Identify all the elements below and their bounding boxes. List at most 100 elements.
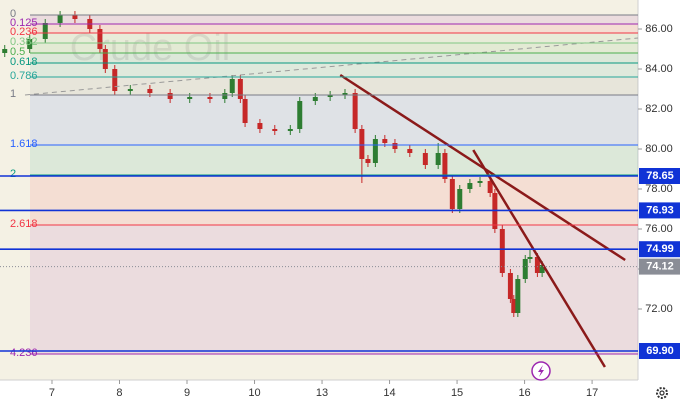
x-tick-label: 8: [116, 387, 122, 399]
y-tick-label: 80.00: [645, 143, 673, 155]
y-tick-label: 72.00: [645, 303, 673, 315]
last-price-box: [639, 258, 680, 275]
x-tick-label: 9: [184, 387, 190, 399]
fib-label: 0.786: [10, 70, 38, 82]
fib-label: 0.618: [10, 56, 38, 68]
fib-band: [30, 77, 638, 95]
candle-body: [435, 153, 441, 165]
candle-body: [467, 183, 473, 189]
price-label: 76.93: [646, 204, 674, 216]
candle-body: [539, 265, 545, 273]
price-label: 69.90: [646, 345, 674, 357]
candle-body: [42, 23, 48, 39]
price-label-box: [639, 168, 680, 184]
candle-body: [2, 49, 8, 53]
candle-body: [102, 49, 108, 69]
x-tick-label: 10: [248, 387, 260, 399]
candle-body: [449, 179, 455, 209]
price-label-box: [639, 202, 680, 219]
price-label-box: [639, 343, 680, 359]
y-tick-label: 76.00: [645, 223, 673, 235]
x-tick-label: 17: [586, 387, 598, 399]
fib-band: [30, 95, 638, 145]
x-tick-label: 7: [49, 387, 55, 399]
trendline: [472, 149, 606, 368]
fib-band: [30, 175, 638, 225]
candle-body: [257, 123, 263, 129]
fib-label: 2.618: [10, 218, 38, 230]
price-label: 78.65: [646, 170, 674, 182]
candle-body: [57, 15, 63, 23]
candle-body: [72, 15, 78, 19]
candle-body: [167, 93, 173, 99]
fib-band: [30, 43, 638, 53]
candle-body: [352, 93, 358, 129]
candle-body: [499, 229, 505, 273]
candle-body: [422, 153, 428, 165]
candle-body: [312, 97, 318, 101]
fib-label: 1.618: [10, 138, 38, 150]
y-tick-label: 86.00: [645, 23, 673, 35]
candle-body: [342, 93, 348, 95]
candle-body: [487, 181, 493, 193]
candle-body: [112, 69, 118, 91]
fib-band: [30, 145, 638, 175]
x-tick-label: 15: [451, 387, 463, 399]
candle-body: [515, 279, 521, 313]
price-label-box: [639, 241, 680, 258]
candle-body: [222, 93, 228, 99]
settings-icon[interactable]: [656, 387, 668, 399]
fib-band: [30, 15, 638, 24]
candle-body: [392, 143, 398, 149]
last-price-label: 74.12: [646, 261, 674, 273]
fib-label: 2: [10, 168, 16, 180]
candle-body: [327, 95, 333, 97]
candle-body: [527, 257, 533, 259]
y-tick-label: 78.00: [645, 183, 673, 195]
candle-body: [127, 89, 133, 91]
candle-body: [534, 257, 540, 273]
candle-body: [511, 299, 517, 313]
fib-band: [30, 24, 638, 33]
candle-body: [382, 139, 388, 143]
candle-body: [27, 39, 33, 49]
candle-body: [187, 97, 193, 99]
fib-label: 4.236: [10, 347, 38, 359]
fib-label: 0: [10, 8, 16, 20]
fib-band: [30, 63, 638, 77]
fib-label: 0.236: [10, 26, 38, 38]
candle-body: [457, 189, 463, 209]
candle-body: [522, 259, 528, 279]
candle-body: [97, 29, 103, 49]
candle-body: [287, 129, 293, 131]
candle-body: [237, 79, 243, 99]
candle-body: [365, 159, 371, 163]
candle-body: [272, 129, 278, 131]
fib-label: 0.5: [10, 46, 25, 58]
x-tick-label: 13: [316, 387, 328, 399]
candle-body: [297, 101, 303, 129]
candle-body: [207, 97, 213, 99]
candle-body: [229, 79, 235, 93]
watermark: Crude Oil: [70, 27, 231, 69]
fib-label: 0.382: [10, 36, 38, 48]
candle-body: [242, 99, 248, 123]
candle-body: [507, 273, 513, 299]
candle-body: [147, 89, 153, 93]
y-tick-label: 82.00: [645, 103, 673, 115]
fib-label: 0.125: [10, 17, 38, 29]
fib-band: [30, 225, 638, 354]
x-tick-label: 14: [383, 387, 395, 399]
price-label: 74.99: [646, 243, 674, 255]
candle-body: [372, 139, 378, 163]
fib-band: [30, 53, 638, 63]
candle-body: [477, 181, 483, 183]
x-tick-label: 16: [518, 387, 530, 399]
trendline: [24, 37, 639, 96]
replay-icon[interactable]: [531, 361, 551, 381]
time-axis: [0, 380, 638, 406]
y-tick-label: 84.00: [645, 63, 673, 75]
fib-band: [30, 33, 638, 43]
fib-label: 1: [10, 88, 16, 100]
